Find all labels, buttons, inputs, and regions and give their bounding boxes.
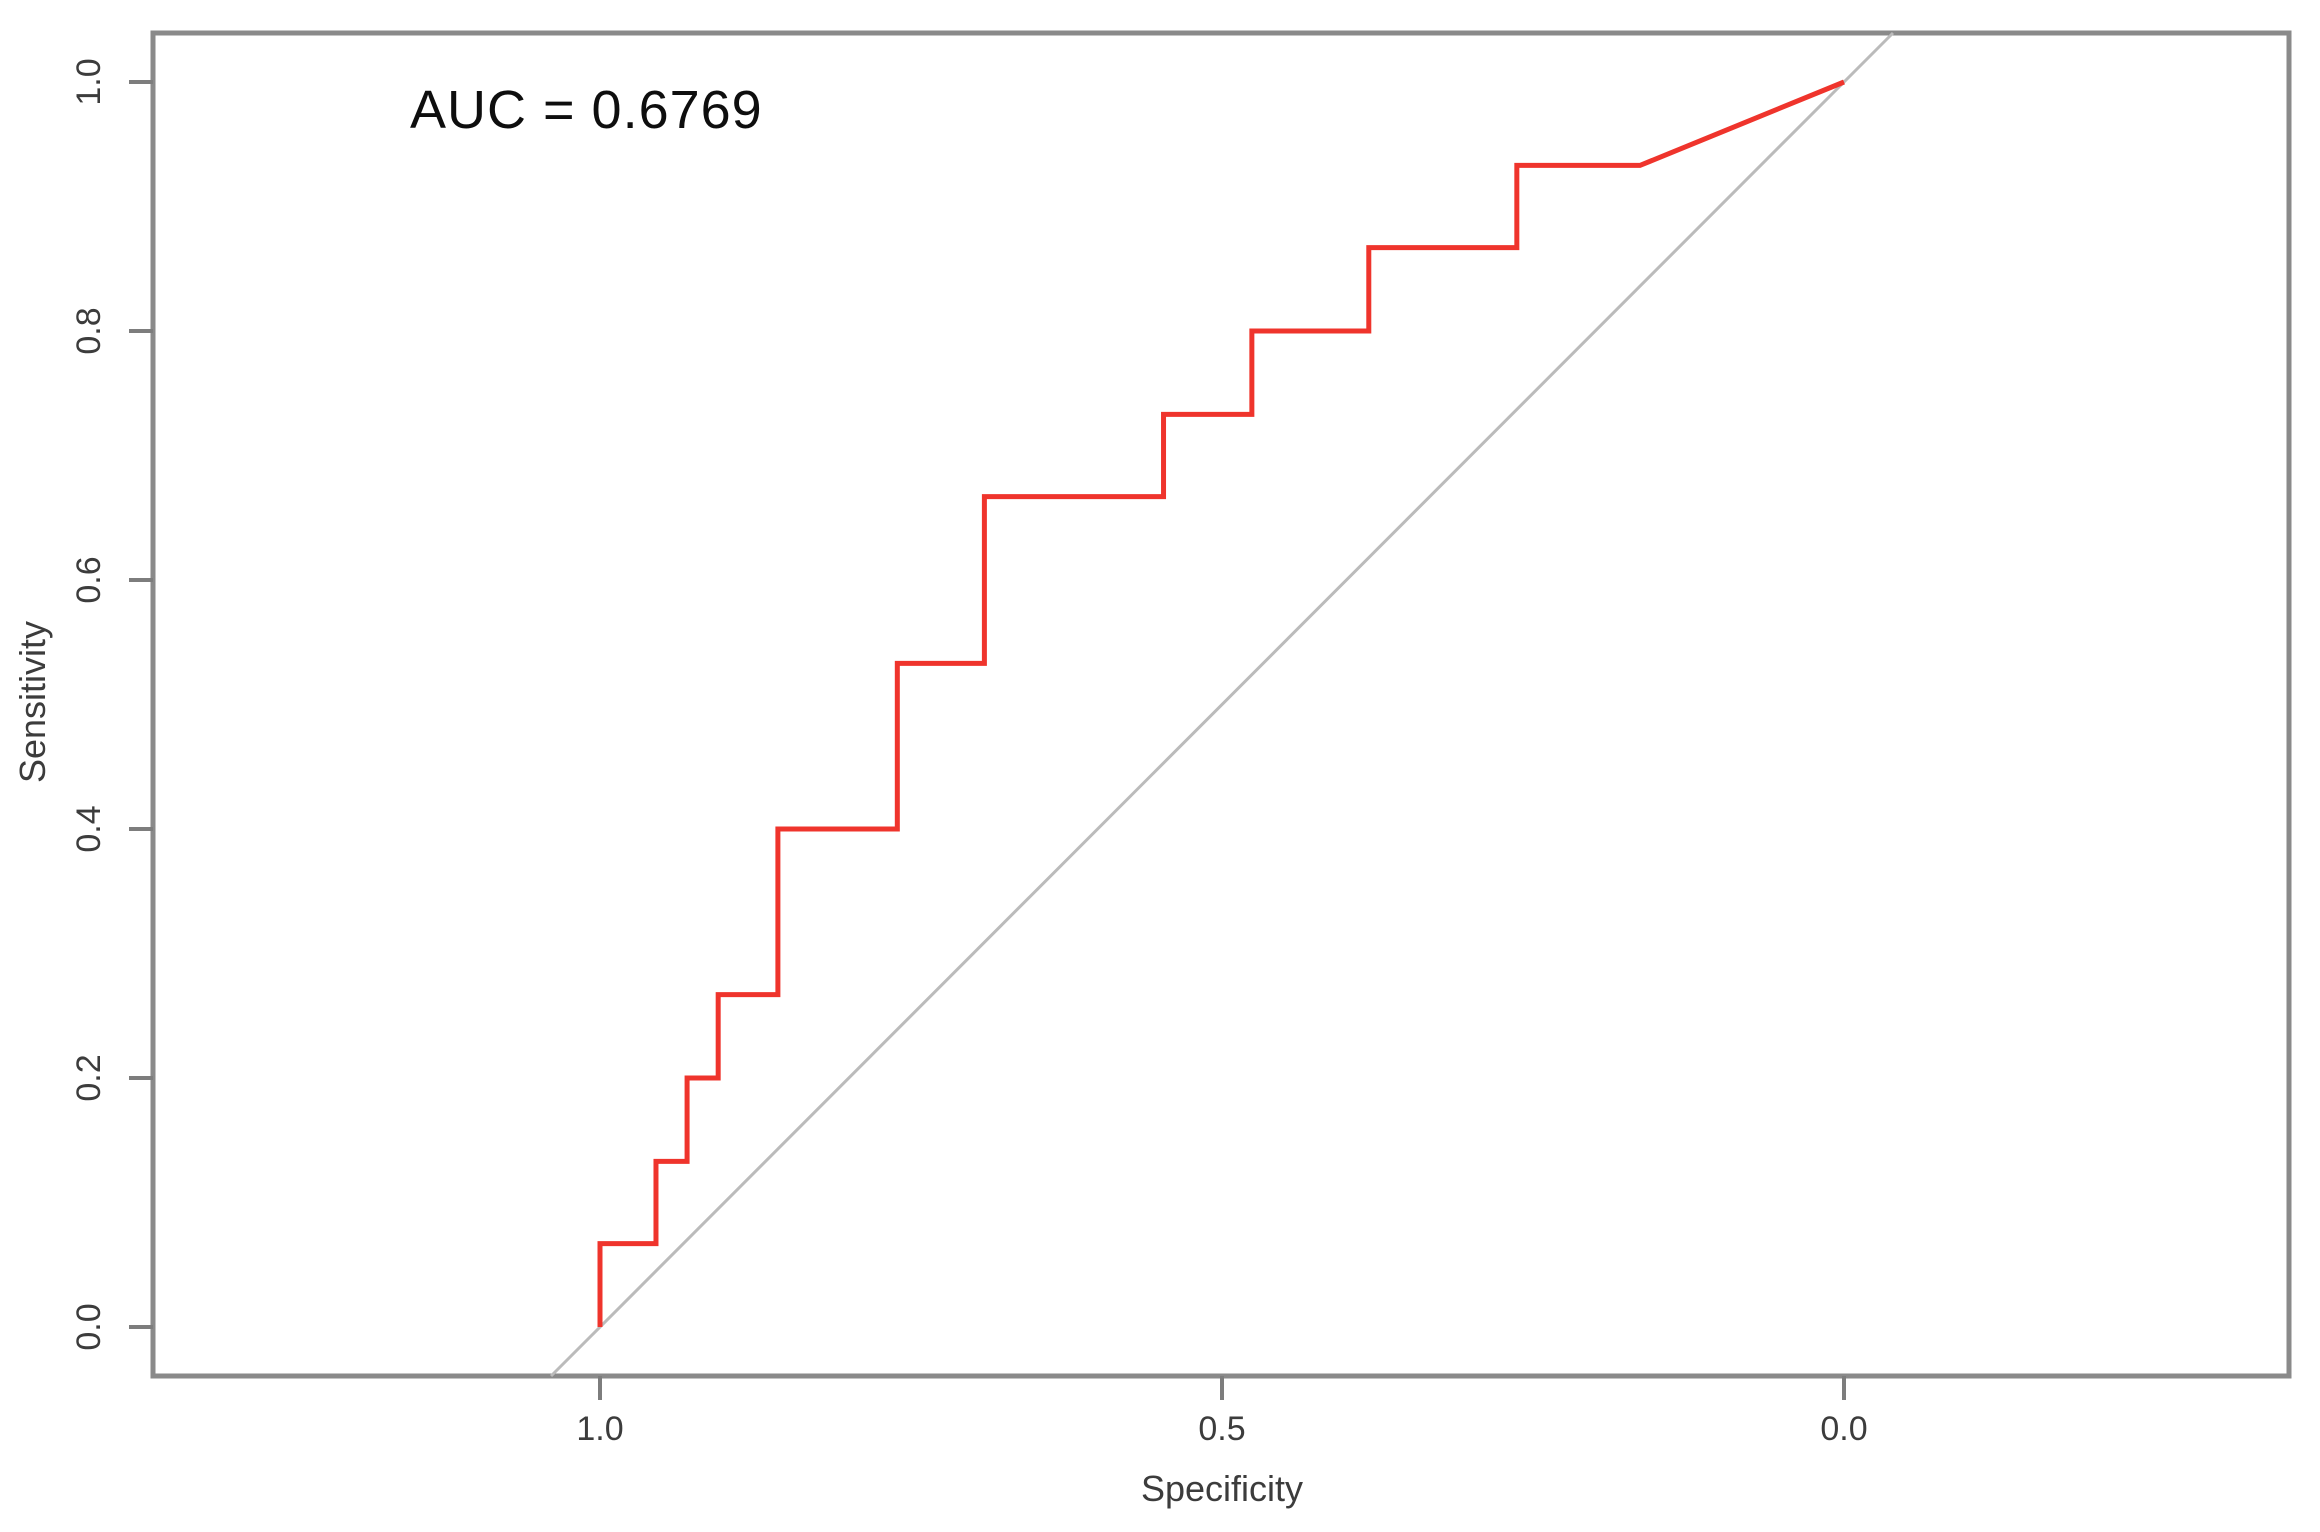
y-tick-label: 0.2 xyxy=(70,1054,108,1101)
x-tick-label: 0.5 xyxy=(1198,1410,1245,1448)
y-tick-label: 0.8 xyxy=(70,307,108,354)
y-tick-label: 0.4 xyxy=(70,805,108,852)
y-tick-label: 1.0 xyxy=(70,58,108,105)
y-tick-label: 0.6 xyxy=(70,556,108,603)
y-axis-title: Sensitivity xyxy=(12,620,53,784)
x-axis-title: Specificity xyxy=(1140,1468,1304,1509)
roc-curve-path xyxy=(597,79,1845,1327)
x-tick-label: 1.0 xyxy=(576,1410,623,1448)
auc-annotation: AUC = 0.6769 xyxy=(410,80,763,140)
x-tick-label: 0.0 xyxy=(1820,1410,1867,1448)
y-tick-label: 0.0 xyxy=(70,1303,108,1350)
chance-diagonal-line xyxy=(549,31,1895,1378)
